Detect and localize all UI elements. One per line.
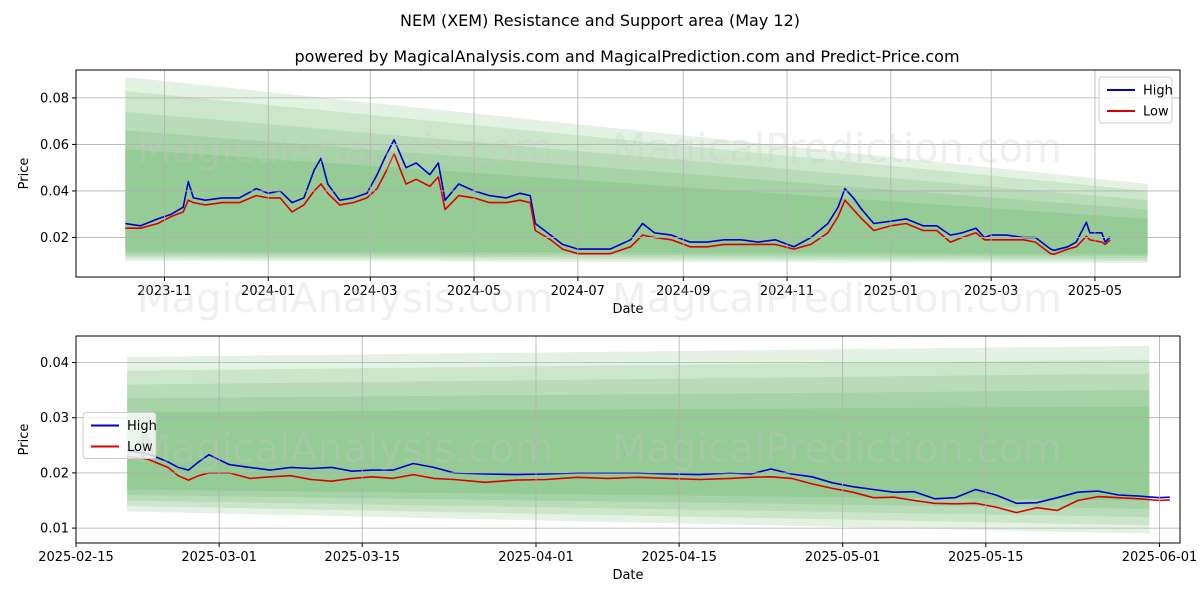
chart-title: NEM (XEM) Resistance and Support area (M… [400, 11, 800, 30]
series-line-high [126, 450, 1170, 505]
x-tick-label-4: 2025-04-15 [641, 550, 717, 565]
x-tick-label-4: 2024-07 [551, 284, 605, 299]
y-tick-label-2: 0.06 [40, 138, 69, 153]
y-tick-label-1: 0.02 [40, 466, 69, 481]
bottom-panel: 2025-02-15 2025-03-01 2025-03-15 2025-04-01… [17, 335, 1198, 583]
support-resistance-band-1 [127, 345, 1150, 534]
x-tick-label-1: 2025-03-01 [181, 550, 257, 565]
x-tick-label-1: 2024-01 [241, 284, 295, 299]
support-resistance-band-3 [127, 373, 1150, 518]
legend: High Low [1098, 76, 1173, 124]
support-resistance-band-5 [125, 149, 1148, 254]
x-tick-label-6: 2025-05-15 [948, 550, 1024, 565]
plot-area [125, 76, 1148, 264]
grid [76, 70, 1180, 277]
x-tick-label-5: 2024-09 [656, 284, 710, 299]
y-axis-label: Price [17, 158, 32, 190]
x-tick-label-2: 2025-03-15 [324, 550, 400, 565]
watermark-prediction-bottom: MagicalPrediction.com [612, 426, 1062, 472]
support-resistance-band-2 [125, 90, 1148, 261]
y-axis-label: Price [17, 424, 32, 456]
x-tick-label-2: 2024-03 [343, 284, 397, 299]
y-tick-label-1: 0.04 [40, 184, 69, 199]
y-tick-label-2: 0.03 [40, 411, 69, 426]
y-tick-label-3: 0.08 [40, 91, 69, 106]
x-tick-label-0: 2025-02-15 [38, 550, 114, 565]
support-resistance-band-4 [127, 390, 1150, 509]
y-tick-label-3: 0.04 [40, 356, 69, 371]
x-tick-label-5: 2025-05-01 [805, 550, 881, 565]
x-tick-label-6: 2024-11 [760, 284, 814, 299]
x-tick-label-9: 2025-05 [1068, 284, 1122, 299]
x-axis-label: Date [612, 302, 643, 317]
chart-subtitle: powered by MagicalAnalysis.com and Magic… [294, 47, 959, 66]
y-tick-label-0: 0.01 [40, 522, 69, 537]
top-panel: 2023-11 2024-01 2024-03 2024-05 2024-07 2024-… [17, 69, 1181, 317]
support-resistance-band-1 [125, 76, 1148, 264]
x-tick-label-8: 2025-03 [964, 284, 1018, 299]
legend-label-low: Low [1143, 105, 1169, 120]
support-resistance-band-2 [127, 359, 1150, 526]
series-line-low [126, 455, 1170, 514]
axes-frame [75, 69, 1181, 278]
legend-label-high: High [1143, 84, 1173, 99]
legend: High Low [82, 412, 157, 459]
x-tick-label-7: 2025-06-01 [1122, 550, 1198, 565]
x-tick-label-0: 2023-11 [137, 284, 191, 299]
watermark-analysis-bottom: MagicalAnalysis.com [137, 426, 553, 472]
support-resistance-band-4 [125, 130, 1148, 257]
plot-area [126, 345, 1170, 534]
y-tick-label-0: 0.02 [40, 231, 69, 246]
legend-label-high: High [127, 419, 157, 434]
watermark-prediction-mid: MagicalPrediction.com [612, 276, 1062, 322]
axes-frame [75, 335, 1181, 544]
watermark-analysis-top: MagicalAnalysis.com [137, 126, 553, 172]
x-tick-label-7: 2025-01 [864, 284, 918, 299]
x-tick-label-3: 2025-04-01 [498, 550, 574, 565]
watermark-analysis-mid: MagicalAnalysis.com [137, 276, 553, 322]
series-line-low [125, 152, 1111, 255]
legend-label-low: Low [127, 440, 153, 455]
series-line-high [125, 139, 1111, 252]
watermark-prediction-top: MagicalPrediction.com [612, 126, 1062, 172]
x-axis-label: Date [612, 568, 643, 583]
x-tick-label-3: 2024-05 [447, 284, 501, 299]
